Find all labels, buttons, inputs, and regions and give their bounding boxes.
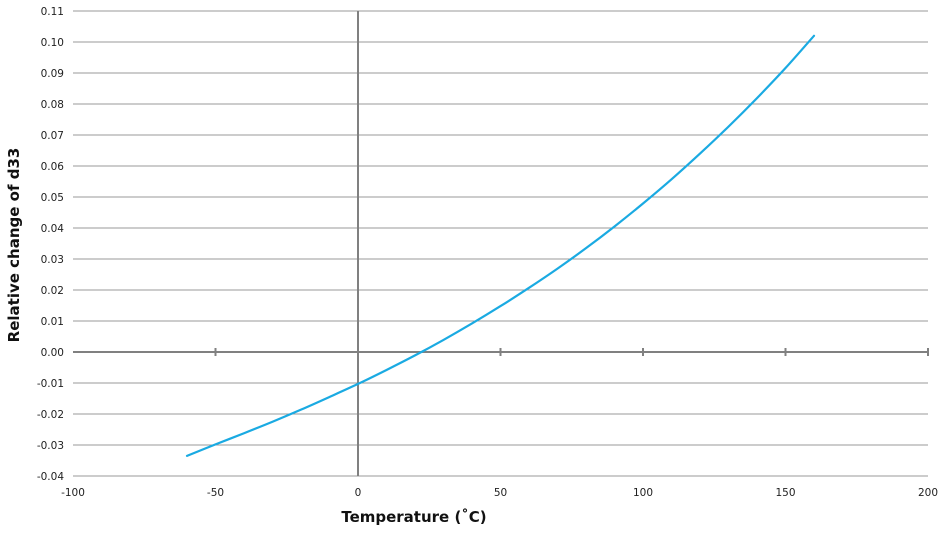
- x-tick-label: 0: [355, 487, 362, 499]
- y-tick-label: 0.05: [41, 192, 64, 204]
- x-tick-label: -50: [207, 487, 224, 499]
- y-tick-label: 0.00: [41, 347, 64, 359]
- y-tick-label: 0.11: [41, 6, 64, 18]
- y-tick-label: 0.01: [41, 316, 64, 328]
- axes: [73, 11, 929, 476]
- x-tick-label: -100: [61, 487, 85, 499]
- y-tick-label: 0.06: [41, 161, 65, 173]
- y-tick-label: 0.08: [41, 99, 64, 111]
- y-tick-label: 0.07: [41, 130, 64, 142]
- y-tick-labels: 0.11 0.10 0.09 0.08 0.07 0.06 0.05 0.04 0.03 0.02…: [37, 6, 64, 483]
- y-tick-label: 0.10: [41, 37, 64, 49]
- y-tick-label: 0.03: [41, 254, 64, 266]
- y-tick-label: -0.04: [37, 471, 64, 483]
- y-tick-label: 0.04: [41, 223, 65, 235]
- y-axis-title: Relative change of d33: [5, 148, 23, 343]
- x-tick-labels: -100 -50 0 50 100 150 200: [61, 487, 938, 499]
- gridlines: [73, 10, 928, 477]
- y-tick-label: 0.09: [41, 68, 64, 80]
- x-tick-label: 50: [494, 487, 507, 499]
- x-tick-label: 200: [918, 487, 938, 499]
- y-tick-label: -0.01: [37, 378, 64, 390]
- y-tick-label: -0.02: [37, 409, 64, 421]
- y-tick-label: 0.02: [41, 285, 64, 297]
- series-line: [185, 34, 816, 457]
- series-group: [185, 34, 816, 457]
- x-tick-label: 100: [633, 487, 653, 499]
- y-tick-label: -0.03: [37, 440, 64, 452]
- x-axis-title: Temperature (˚C): [341, 508, 486, 526]
- x-tick-label: 150: [775, 487, 795, 499]
